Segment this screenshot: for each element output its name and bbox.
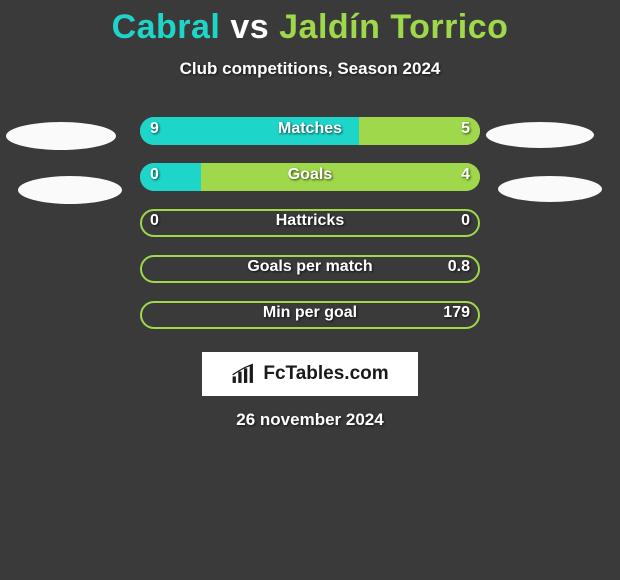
stat-row: Matches9 5 bbox=[0, 117, 620, 163]
stat-label: Goals per match bbox=[140, 258, 480, 276]
stat-value-right: 0.8 bbox=[448, 258, 470, 276]
stat-value-right: 179 bbox=[443, 304, 470, 322]
stat-row: Hattricks0 0 bbox=[0, 209, 620, 255]
player2-name: Jaldín Torrico bbox=[279, 8, 508, 46]
subtitle: Club competitions, Season 2024 bbox=[0, 59, 620, 79]
stat-value-right: 0 bbox=[461, 212, 470, 230]
title: Cabral vs Jaldín Torrico bbox=[0, 0, 620, 47]
brand-badge: FcTables.com bbox=[202, 352, 418, 396]
stat-label: Goals bbox=[140, 166, 480, 184]
stat-label: Min per goal bbox=[140, 304, 480, 322]
stat-value-right: 5 bbox=[461, 120, 470, 138]
stat-row: Goals0 4 bbox=[0, 163, 620, 209]
stat-value-right: 4 bbox=[461, 166, 470, 184]
stat-label: Hattricks bbox=[140, 212, 480, 230]
stat-row: Goals per match0.8 bbox=[0, 255, 620, 301]
stat-rows: Matches95Goals04Hattricks00Goals per mat… bbox=[0, 117, 620, 347]
vs-text: vs bbox=[230, 8, 269, 46]
stat-label: Matches bbox=[140, 120, 480, 138]
stat-row: Min per goal179 bbox=[0, 301, 620, 347]
stat-value-left: 0 bbox=[150, 212, 159, 230]
comparison-infographic: Cabral vs Jaldín Torrico Club competitio… bbox=[0, 0, 620, 580]
stat-value-left: 9 bbox=[150, 120, 159, 138]
date-text: 26 november 2024 bbox=[0, 410, 620, 430]
player1-name: Cabral bbox=[112, 8, 221, 46]
brand-text: FcTables.com bbox=[263, 363, 388, 385]
stat-value-left: 0 bbox=[150, 166, 159, 184]
brand-chart-icon bbox=[231, 363, 257, 385]
